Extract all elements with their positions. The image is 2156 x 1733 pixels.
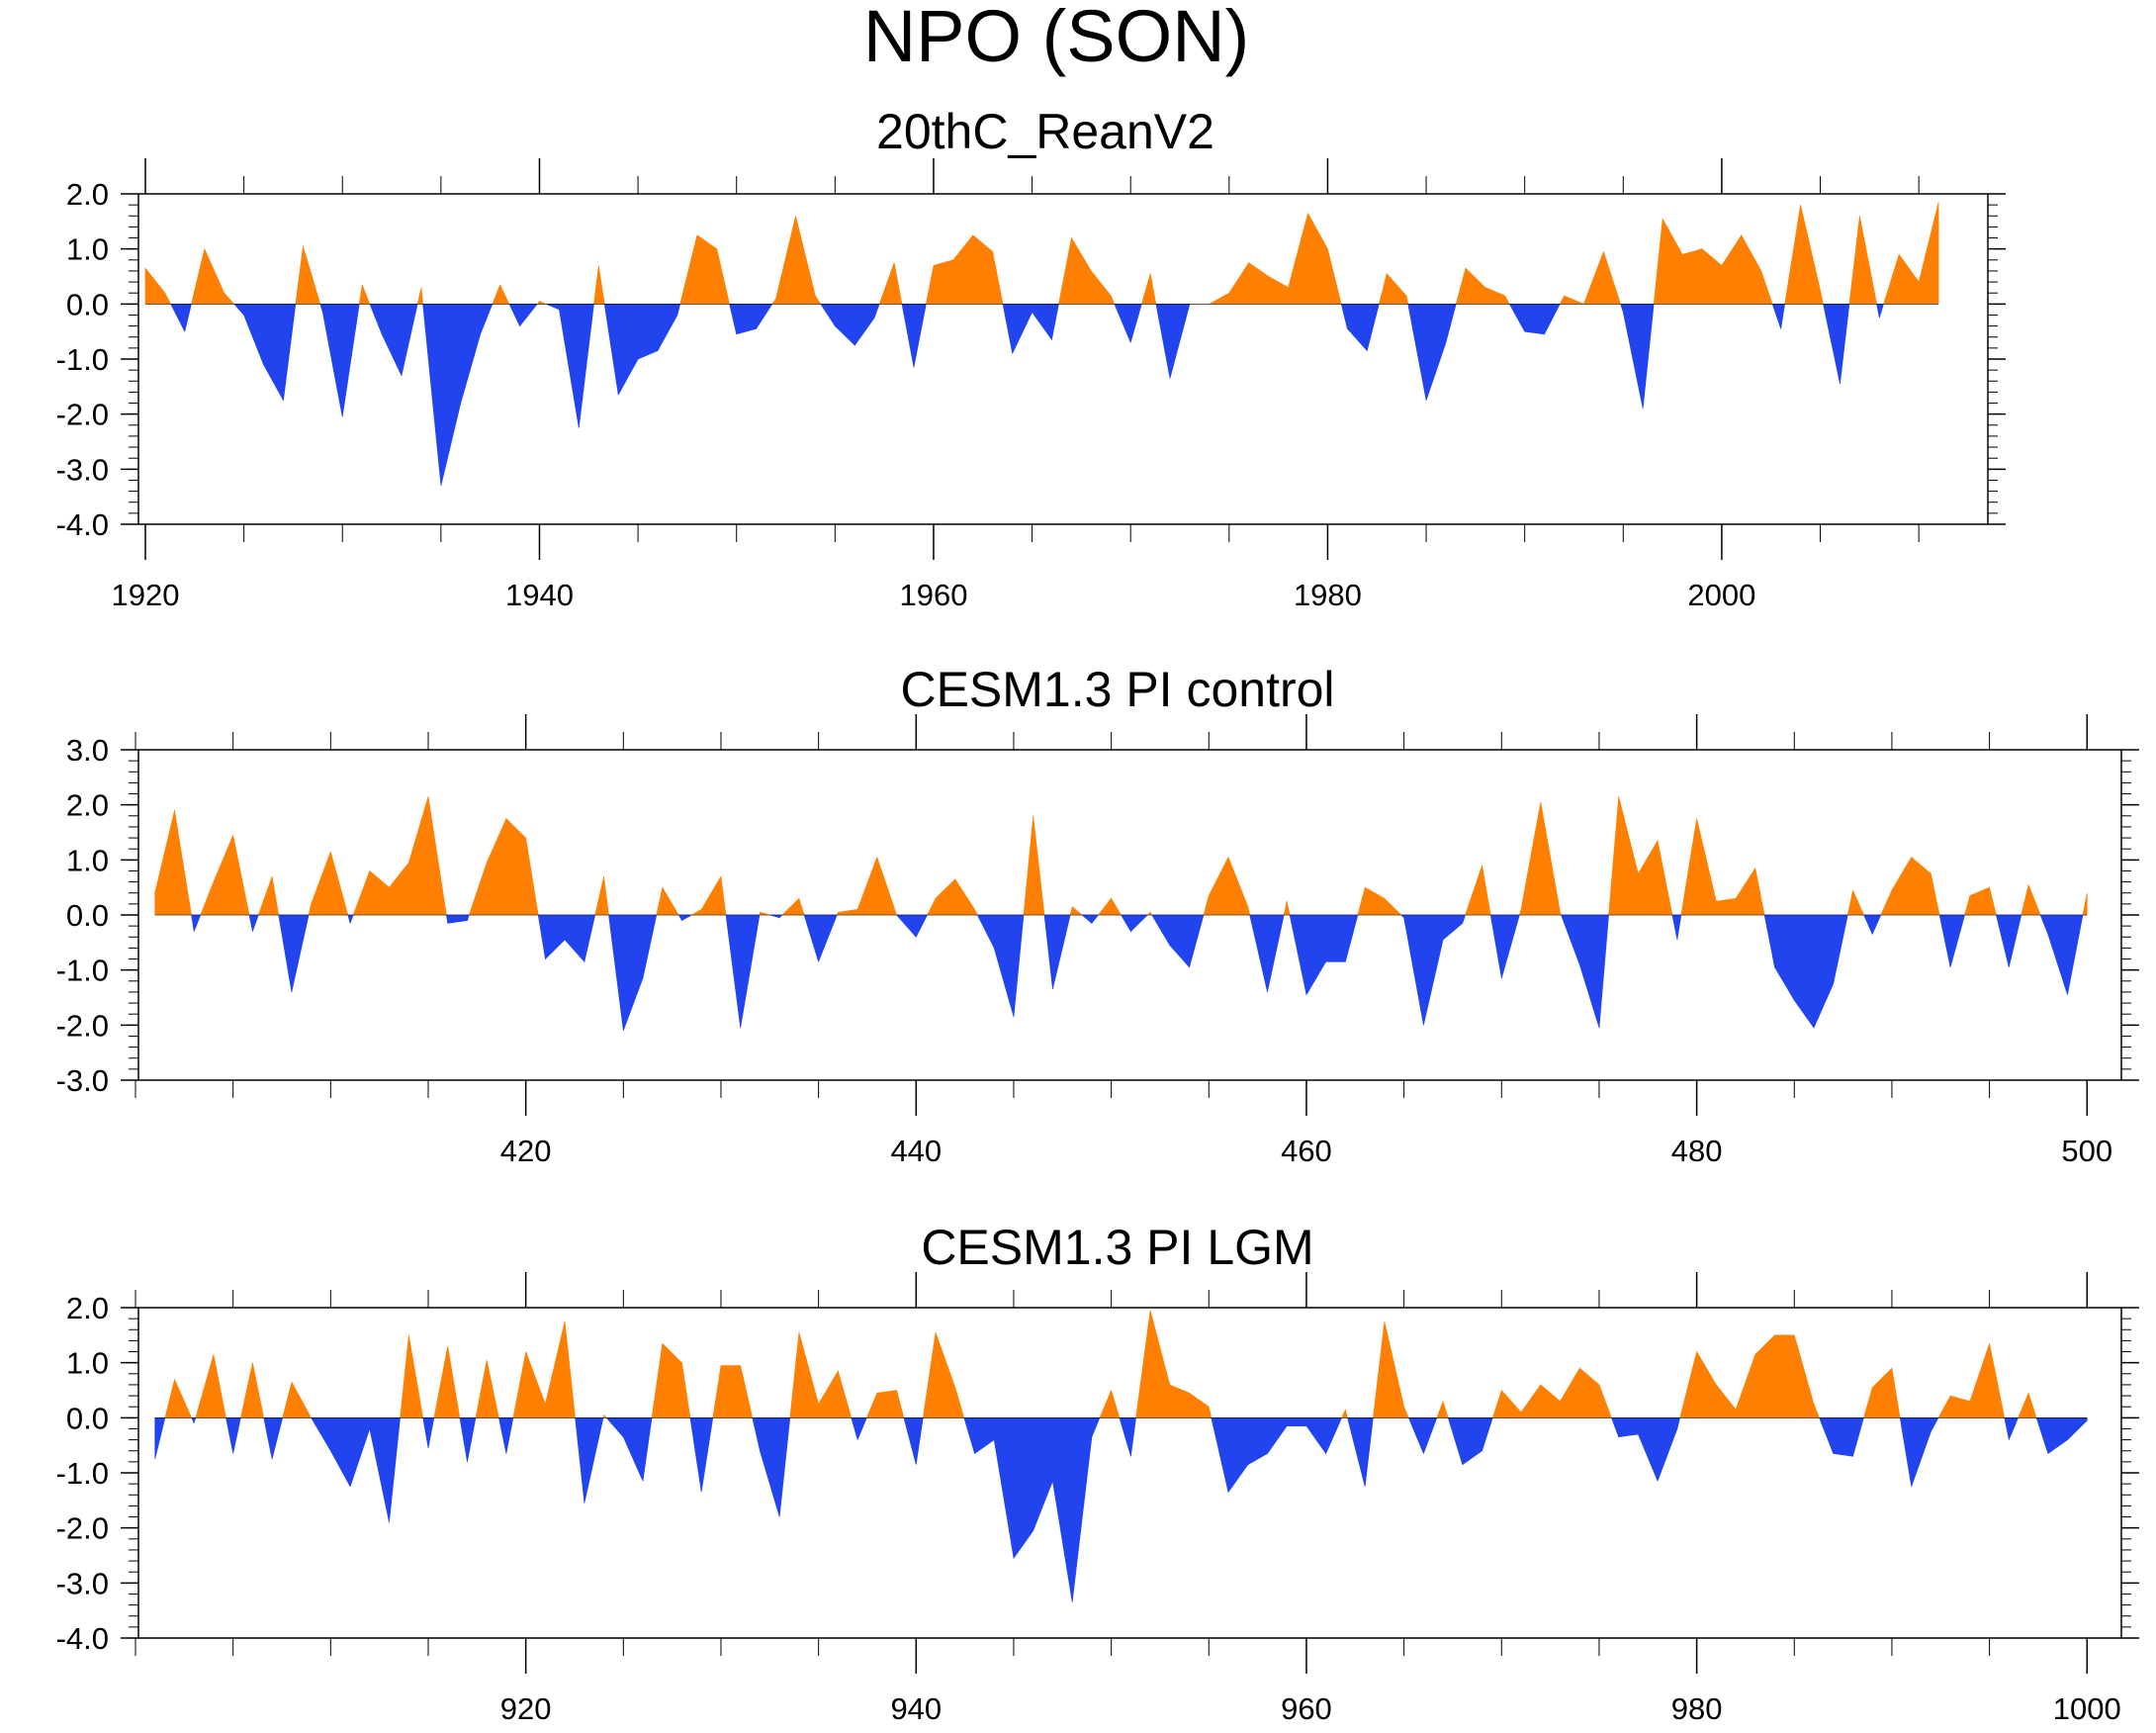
x-tick-label: 420	[500, 1134, 552, 1168]
x-tick-label: 480	[1671, 1134, 1723, 1168]
positive-area	[1681, 248, 1703, 305]
y-tick-label: -4.0	[56, 507, 109, 542]
panel-cesm-pi-lgm: CESM1.3 PI LGM 2.0 1.0 0.0 -1.0 -2.0 -3.0 -4.0…	[56, 1220, 2139, 1726]
y-tick-label: 0.0	[66, 287, 109, 321]
negative-area	[1524, 303, 1545, 335]
y-tick-label: 1.0	[66, 232, 109, 267]
y-tick-label: 1.0	[66, 1346, 109, 1381]
negative-area	[637, 303, 659, 360]
y-tick-label: 0.0	[66, 1401, 109, 1435]
y-tick-label: 1.0	[66, 843, 109, 877]
x-tick-label: 500	[2061, 1134, 2112, 1168]
x-tick-label: 1980	[1294, 578, 1362, 612]
y-tick-label: -1.0	[56, 342, 109, 377]
negative-area	[1833, 1417, 1853, 1457]
x-tick-label: 1000	[2053, 1691, 2121, 1726]
positive-area	[1774, 1334, 1795, 1418]
positive-area	[720, 1365, 742, 1418]
y-tick-label: -3.0	[56, 452, 109, 487]
main-title: NPO (SON)	[863, 0, 1250, 77]
x-tick-label: 1920	[112, 578, 180, 612]
panel-cesm-pi-control: CESM1.3 PI control 3.0 2.0 1.0 0.0 -1.0 -2.0 -…	[56, 662, 2139, 1168]
x-tick-label: 960	[1281, 1691, 1332, 1726]
x-tick-label: 980	[1671, 1691, 1723, 1726]
y-tick-label: -2.0	[56, 1008, 109, 1043]
y-tick-label: -4.0	[56, 1621, 109, 1656]
x-tick-label: 1940	[505, 578, 574, 612]
x-tick-label: 2000	[1687, 578, 1755, 612]
y-tick-label: 2.0	[66, 177, 109, 212]
positive-area	[933, 259, 954, 305]
y-tick-label: 2.0	[66, 788, 109, 823]
panel-title: CESM1.3 PI LGM	[921, 1220, 1313, 1275]
panel-20thc-reanv2: 20thC_ReanV2 2.0 1.0 0.0 -1.0 -2.0 -3.0 -4.0 19…	[56, 104, 2006, 612]
positive-area	[1716, 897, 1737, 916]
y-tick-label: -3.0	[56, 1063, 109, 1098]
x-tick-label: 440	[890, 1134, 942, 1168]
y-tick-label: -1.0	[56, 954, 109, 988]
y-tick-label: 3.0	[66, 733, 109, 768]
x-tick-label: 1960	[899, 578, 967, 612]
negative-area	[736, 303, 757, 335]
y-tick-label: -2.0	[56, 398, 109, 432]
y-tick-label: -3.0	[56, 1566, 109, 1600]
negative-area	[1286, 1417, 1307, 1426]
y-tick-label: 2.0	[66, 1291, 109, 1325]
panel-title: CESM1.3 PI control	[900, 662, 1334, 717]
panel-title: 20thC_ReanV2	[876, 104, 1214, 159]
x-tick-label: 920	[500, 1691, 552, 1726]
positive-area	[876, 1390, 897, 1418]
y-tick-label: -1.0	[56, 1456, 109, 1491]
x-tick-label: 940	[890, 1691, 942, 1726]
y-tick-label: 0.0	[66, 898, 109, 933]
y-tick-label: -2.0	[56, 1511, 109, 1546]
negative-area	[1325, 914, 1346, 962]
x-tick-label: 460	[1281, 1134, 1332, 1168]
negative-area	[1618, 1417, 1639, 1438]
